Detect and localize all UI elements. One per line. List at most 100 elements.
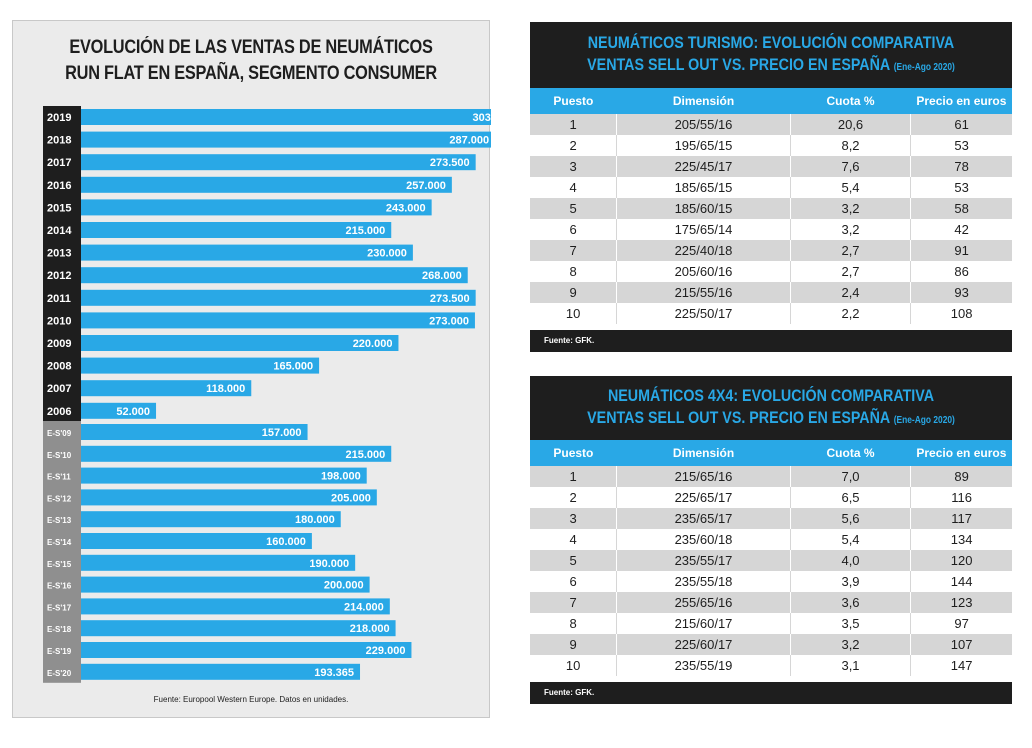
- table-cell: 225/45/17: [616, 156, 791, 177]
- table-cell: 1: [530, 114, 617, 135]
- table-turismo-source: Fuente: GFK.: [530, 330, 1012, 352]
- table-cell: 225/50/17: [616, 303, 791, 324]
- bar: [81, 663, 361, 680]
- table-cell: 235/65/17: [616, 508, 791, 529]
- table-cell: 20,6: [789, 114, 911, 135]
- bar-value-label: 229.000: [366, 645, 406, 657]
- category-label: 2007: [47, 383, 71, 395]
- table-cell: 255/65/16: [616, 592, 791, 613]
- table-row: 8 215/60/17 3,5 97: [530, 613, 1012, 634]
- es-label-column: [43, 421, 81, 683]
- table-cell: 195/65/15: [616, 135, 791, 156]
- bar: [81, 357, 320, 374]
- bar: [81, 402, 157, 419]
- category-label: 2016: [47, 180, 71, 192]
- table-cell: 116: [910, 487, 1012, 508]
- bar: [81, 445, 392, 462]
- table-cell: 2: [530, 487, 617, 508]
- table-row: 3 225/45/17 7,6 78: [530, 156, 1012, 177]
- table-cell: 2,7: [789, 240, 911, 261]
- table-cell: 4: [530, 177, 617, 198]
- bar: [81, 154, 476, 171]
- table-cell: 6: [530, 219, 617, 240]
- table-cell: 5,4: [789, 529, 911, 550]
- table-cell: 215/55/16: [616, 282, 791, 303]
- table-cell: 5: [530, 550, 617, 571]
- table-turismo-title-2-wrap: VENTAS SELL OUT VS. PRECIO EN ESPAÑA (En…: [569, 54, 974, 79]
- table-header-row: Puesto Dimensión Cuota % Precio en euros: [530, 88, 1012, 114]
- table-cell: 6,5: [789, 487, 911, 508]
- bar-value-label: 200.000: [324, 580, 364, 592]
- bar: [81, 533, 312, 549]
- category-label: E-S'18: [47, 625, 72, 634]
- chart-title-line-1: EVOLUCIÓN DE LAS VENTAS DE NEUMÁTICOS: [69, 37, 433, 58]
- table-row: 5 185/60/15 3,2 58: [530, 198, 1012, 219]
- bar: [81, 289, 476, 306]
- bar: [81, 511, 341, 528]
- bar-value-label: 157.000: [262, 427, 302, 439]
- bar-value-label: 273.000: [429, 315, 469, 327]
- bar-value-label: 180.000: [295, 514, 335, 526]
- table-turismo-title-note: (Ene-Ago 2020): [893, 62, 955, 73]
- bar-value-label: 268.000: [422, 270, 462, 282]
- table-4x4: NEUMÁTICOS 4X4: EVOLUCIÓN COMPARATIVA VE…: [530, 376, 1012, 704]
- chart-title-line-2: RUN FLAT EN ESPAÑA, SEGMENTO CONSUMER: [65, 63, 437, 84]
- category-label: E-S'16: [47, 582, 72, 591]
- bar-value-label: 118.000: [206, 383, 245, 395]
- table-header-row: Puesto Dimensión Cuota % Precio en euros: [530, 440, 1012, 466]
- table-cell: 185/65/15: [616, 177, 791, 198]
- table-cell: 3,9: [789, 571, 911, 592]
- table-cell: 225/65/17: [616, 487, 791, 508]
- bar: [81, 222, 392, 238]
- table-cell: 97: [910, 613, 1012, 634]
- table-cell: 3,2: [789, 219, 911, 240]
- table-cell: 86: [910, 261, 1012, 282]
- table-row: 4 185/65/15 5,4 53: [530, 177, 1012, 198]
- category-label: 2010: [47, 315, 71, 327]
- bar: [81, 244, 413, 261]
- table-cell: 8,2: [789, 135, 911, 156]
- table-cell: 8: [530, 613, 617, 634]
- table-cell: 144: [910, 571, 1012, 592]
- table-cell: 58: [910, 198, 1012, 219]
- bar-value-label: 198.000: [321, 471, 361, 483]
- bar-value-label: 165.000: [273, 361, 313, 373]
- bar-value-label: 230.000: [367, 248, 407, 260]
- bar: [81, 199, 432, 216]
- table-cell: 5,6: [789, 508, 911, 529]
- category-label: E-S'11: [47, 473, 71, 482]
- run-flat-chart-panel: EVOLUCIÓN DE LAS VENTAS DE NEUMÁTICOS RU…: [12, 20, 491, 718]
- table-cell: 4: [530, 529, 617, 550]
- table-4x4-title-note: (Ene-Ago 2020): [893, 415, 955, 426]
- table-cell: 185/60/15: [616, 198, 791, 219]
- column-header: Puesto: [530, 88, 617, 114]
- table-cell: 215/60/17: [616, 613, 791, 634]
- table-row: 10 235/55/19 3,1 147: [530, 655, 1012, 676]
- table-cell: 235/55/17: [616, 550, 791, 571]
- column-header: Cuota %: [790, 440, 911, 466]
- table-cell: 147: [910, 655, 1012, 676]
- table-turismo: NEUMÁTICOS TURISMO: EVOLUCIÓN COMPARATIV…: [530, 22, 1012, 352]
- table-turismo-title-1: NEUMÁTICOS TURISMO: EVOLUCIÓN COMPARATIV…: [587, 33, 955, 52]
- bar-chart: 303.000 2019 287.000 2018 273.500 2017 257.000…: [43, 106, 491, 683]
- column-header: Precio en euros: [910, 440, 1012, 466]
- category-label: 2013: [47, 248, 71, 260]
- table-cell: 175/65/14: [616, 219, 791, 240]
- bar-value-label: 52.000: [116, 406, 150, 418]
- category-label: E-S'14: [47, 538, 72, 547]
- table-row: 3 235/65/17 5,6 117: [530, 508, 1012, 529]
- table-cell: 107: [910, 634, 1012, 655]
- table-row: 7 225/40/18 2,7 91: [530, 240, 1012, 261]
- category-label: 2011: [47, 293, 71, 305]
- table-cell: 6: [530, 571, 617, 592]
- category-label: E-S'15: [47, 560, 72, 569]
- table-cell: 2,2: [789, 303, 911, 324]
- table-row: 6 235/55/18 3,9 144: [530, 571, 1012, 592]
- category-label: E-S'13: [47, 516, 72, 525]
- category-label: 2012: [47, 270, 71, 282]
- category-label: 2018: [47, 135, 71, 147]
- table-row: 2 195/65/15 8,2 53: [530, 135, 1012, 156]
- column-header: Dimensión: [616, 440, 791, 466]
- table-cell: 5: [530, 198, 617, 219]
